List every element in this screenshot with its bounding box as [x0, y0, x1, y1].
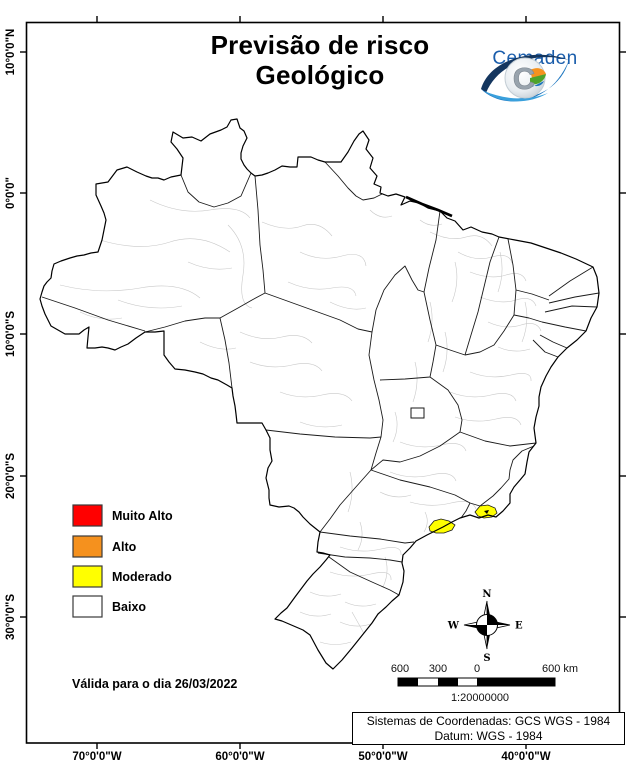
lat-label: 20°0'0"S	[5, 453, 17, 499]
legend-swatch-muito-alto	[72, 504, 103, 527]
legend-label: Alto	[112, 540, 137, 554]
compass-n-label: N	[482, 589, 491, 600]
lon-label: 70°0'0"W	[72, 751, 121, 763]
compass-s-label: S	[483, 653, 490, 664]
state-boundaries	[41, 161, 600, 596]
lon-label: 40°0'0"W	[501, 751, 550, 763]
map-title-line1: Previsão de risco	[210, 30, 430, 60]
amazon-mouth-coastline	[405, 195, 453, 218]
compass-rose: N S W E	[447, 589, 523, 664]
map-title-line2: Geológico	[255, 60, 385, 90]
lat-label: 0°0'0"	[5, 177, 17, 209]
scale-tick-label: 600	[391, 663, 409, 675]
lon-label: 50°0'0"W	[358, 751, 407, 763]
graticule-ticks	[20, 16, 626, 749]
datum-line: Datum: WGS - 1984	[434, 729, 543, 743]
lat-label: 10°0'0"N	[5, 29, 17, 76]
legend-swatch-moderado	[72, 565, 103, 588]
compass-e-label: E	[515, 621, 523, 632]
cemaden-eye-icon: C	[481, 54, 569, 102]
coordinate-system-line: Sistemas de Coordenadas: GCS WGS - 1984	[366, 714, 611, 728]
compass-w-label: W	[447, 621, 460, 632]
brazil-country-shape	[40, 119, 599, 669]
legend-swatch-alto	[72, 535, 103, 558]
lat-label: 10°0'0"S	[5, 311, 17, 357]
legend-label: Moderado	[112, 570, 172, 584]
map-title: Previsão de risco Geológico	[110, 30, 530, 90]
risk-area-marker	[484, 510, 489, 514]
scale-bar: 600 300 0 600 km 1:20000000	[391, 663, 578, 704]
brazil-outline	[39, 118, 600, 670]
scale-tick-label: 300	[429, 663, 447, 675]
lon-label: 60°0'0"W	[215, 751, 264, 763]
scale-ratio: 1:20000000	[451, 692, 509, 704]
scale-end-label: 600 km	[542, 663, 578, 675]
legend-label: Muito Alto	[112, 509, 173, 523]
validity-note: Válida para o dia 26/03/2022	[72, 677, 238, 691]
risk-legend: Muito Alto Alto Moderado Baixo	[72, 504, 173, 618]
scale-tick-label: 0	[474, 663, 480, 675]
legend-swatch-baixo	[72, 595, 103, 618]
coordinate-system-box: Sistemas de Coordenadas: GCS WGS - 1984 …	[352, 712, 625, 745]
axis-labels: 10°0'0"N 0°0'0" 10°0'0"S 20°0'0"S 30°0'0…	[5, 29, 551, 763]
legend-label: Baixo	[112, 600, 146, 614]
logo-letter: C	[513, 61, 535, 96]
lat-label: 30°0'0"S	[5, 594, 17, 640]
distrito-federal-outline	[410, 407, 425, 419]
cemaden-logo: C Cemaden	[476, 47, 594, 102]
